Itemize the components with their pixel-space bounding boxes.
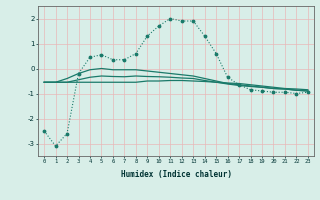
X-axis label: Humidex (Indice chaleur): Humidex (Indice chaleur) [121,170,231,179]
